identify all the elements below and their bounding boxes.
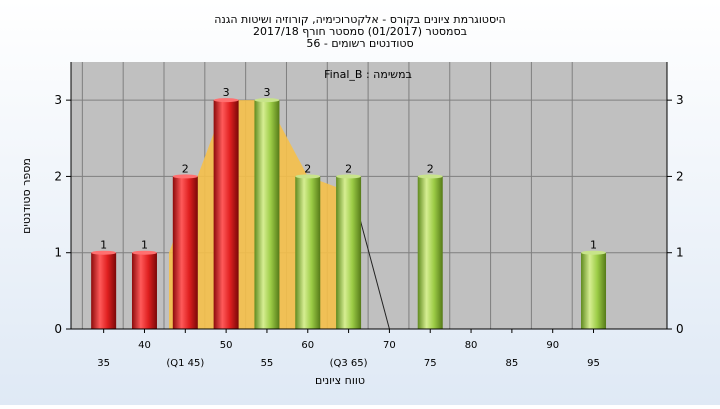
bar-value-label: 1	[100, 239, 107, 252]
bar-group: 1	[91, 239, 117, 329]
chart-title: היסטוגרמת ציונים בקורס - אלקטרוכימיה, קו…	[214, 13, 505, 50]
bar-group: 3	[254, 86, 280, 330]
bar-top	[417, 174, 443, 179]
bar-group: 2	[172, 162, 198, 329]
bar-group: 2	[417, 162, 443, 329]
x-tick-label: 55	[261, 358, 274, 369]
x-tick-label: 75	[424, 358, 437, 369]
bar	[254, 100, 280, 330]
bar-top	[254, 98, 280, 103]
bar-value-label: 2	[182, 162, 189, 175]
bar	[336, 176, 362, 329]
x-tick-label: 90	[546, 340, 559, 351]
bar-value-label: 3	[223, 86, 230, 99]
bar	[295, 176, 321, 329]
bar-top	[336, 174, 362, 179]
y-tick-label: 3	[54, 93, 62, 107]
bar-top	[172, 174, 198, 179]
bar-group: 1	[581, 239, 607, 329]
bars: 1 1 2 3 3 2 2 2 1	[91, 86, 607, 330]
x-axis-label: טווח ציונים	[315, 374, 365, 387]
bar	[131, 252, 157, 329]
bar	[91, 252, 117, 329]
y-tick-label-right: 1	[676, 246, 684, 260]
bar-group: 2	[295, 162, 321, 329]
y-axis-label: מספר סטודנטים	[20, 158, 33, 234]
bar	[213, 100, 239, 330]
bar-top	[581, 250, 607, 255]
bar	[581, 252, 607, 329]
x-tick-label: 95	[587, 358, 600, 369]
x-tick-label: (Q1 45)	[166, 358, 204, 369]
bar	[172, 176, 198, 329]
bar-top	[213, 98, 239, 103]
x-tick-label: 70	[383, 340, 396, 351]
bar-top	[295, 174, 321, 179]
y-tick-label: 2	[54, 169, 62, 183]
bar-value-label: 3	[263, 86, 270, 99]
bar-group: 2	[336, 162, 362, 329]
bar-value-label: 1	[141, 239, 148, 252]
x-tick-label: 40	[138, 340, 151, 351]
bar-top	[131, 250, 157, 255]
chart-title-line-1: היסטוגרמת ציונים בקורס - אלקטרוכימיה, קו…	[214, 13, 505, 26]
axes: 0 0 1 1 2 2 3 3 35 40 (Q1 45) 50 55 60 (Q3 65) 70 75 80 85…	[54, 62, 684, 369]
y-tick-label: 0	[54, 322, 62, 336]
bar-value-label: 2	[345, 162, 352, 175]
bar-value-label: 2	[304, 162, 311, 175]
x-tick-label: 60	[301, 340, 314, 351]
x-tick-label: 80	[465, 340, 478, 351]
bar	[417, 176, 443, 329]
x-tick-label: 50	[220, 340, 233, 351]
y-tick-label-right: 3	[676, 93, 684, 107]
chart-annotation: Final_B : במשימה	[324, 68, 412, 81]
bar-group: 1	[131, 239, 157, 329]
x-tick-label: 85	[506, 358, 519, 369]
y-tick-label: 1	[54, 246, 62, 260]
x-tick-label: 35	[97, 358, 110, 369]
bar-value-label: 1	[590, 239, 597, 252]
bar-top	[91, 250, 117, 255]
y-tick-label-right: 2	[676, 169, 684, 183]
plot-area	[71, 62, 667, 329]
x-tick-label: (Q3 65)	[330, 358, 368, 369]
bar-group: 3	[213, 86, 239, 330]
bar-value-label: 2	[427, 162, 434, 175]
chart-title-line-2: בסמסטר (01/2017) סמסטר חורף 2017/18	[253, 25, 467, 38]
y-tick-label-right: 0	[676, 322, 684, 336]
chart-title-line-3: סטודנטים רשומים - 56	[306, 37, 413, 50]
